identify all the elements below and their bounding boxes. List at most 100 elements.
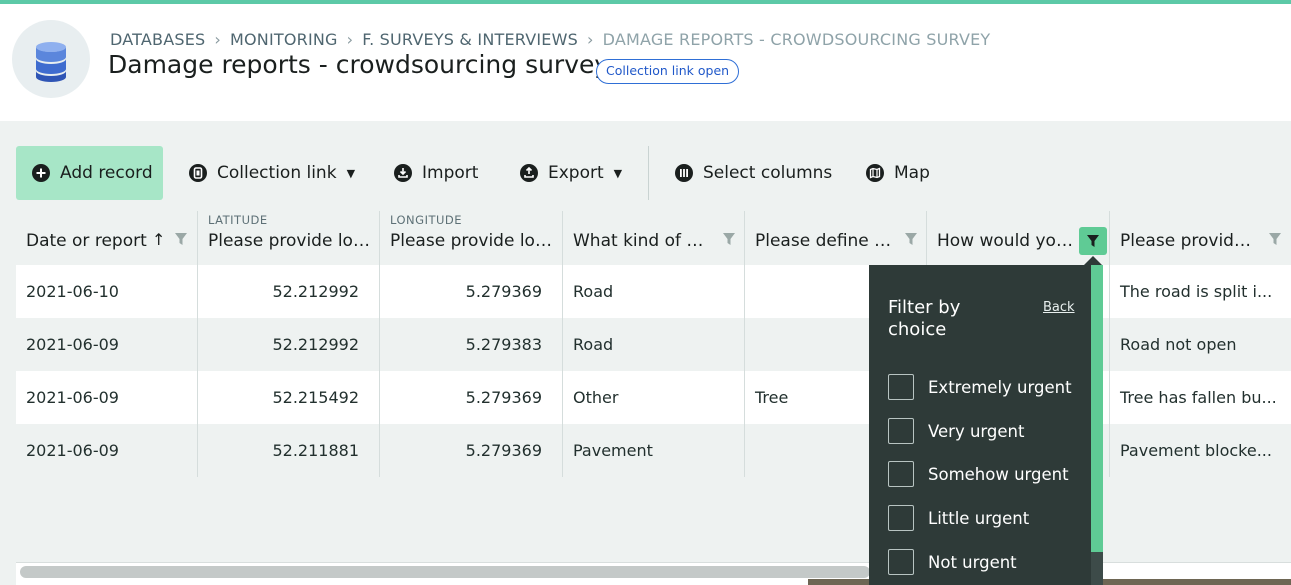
cell-description[interactable]: Road not open <box>1120 335 1237 354</box>
cell-kind[interactable]: Road <box>563 265 745 318</box>
database-logo <box>12 20 90 98</box>
cell-longitude[interactable]: 5.279369 <box>380 371 563 424</box>
sort-up-icon[interactable]: ↑ <box>152 230 166 249</box>
select-columns-label: Select columns <box>703 163 833 183</box>
cell-latitude[interactable]: 52.212992 <box>198 265 380 318</box>
popover-scrollbar-thumb[interactable] <box>1091 265 1103 552</box>
plus-circle-icon <box>32 164 50 182</box>
choice-checkbox[interactable] <box>888 418 914 444</box>
add-record-button[interactable]: Add record <box>16 146 163 200</box>
map-icon <box>866 164 884 182</box>
filter-icon <box>1087 235 1099 247</box>
choice-checkbox[interactable] <box>888 505 914 531</box>
cell-latitude[interactable]: 52.212992 <box>198 318 380 371</box>
active-filter-button[interactable] <box>1079 227 1107 255</box>
breadcrumb-databases[interactable]: DATABASES <box>110 30 206 49</box>
export-button[interactable]: Export ▼ <box>520 146 622 200</box>
breadcrumb-separator: › <box>214 30 221 49</box>
column-label: What kind of e... <box>573 231 713 251</box>
filter-icon[interactable] <box>723 233 735 245</box>
filter-choice[interactable]: Little urgent <box>888 505 1029 531</box>
export-icon <box>520 164 538 182</box>
page-title: Damage reports - crowdsourcing survey <box>108 50 610 79</box>
column-label: Please provide loca... <box>208 231 376 251</box>
select-columns-button[interactable]: Select columns <box>675 146 832 200</box>
filter-icon[interactable] <box>175 233 187 245</box>
breadcrumb-separator: › <box>346 30 354 49</box>
cell-kind[interactable]: Other <box>563 371 745 424</box>
grid-header: Date or report ↑ LATITUDE Please provide… <box>16 211 1291 265</box>
cell-longitude[interactable]: 5.279369 <box>380 265 563 318</box>
cell-date[interactable]: 2021-06-09 <box>16 371 198 424</box>
column-header-latitude[interactable]: LATITUDE Please provide loca... <box>198 211 380 265</box>
choice-checkbox[interactable] <box>888 374 914 400</box>
toolbar-divider <box>648 146 649 200</box>
choice-label: Little urgent <box>928 508 1030 528</box>
import-button[interactable]: Import <box>394 146 478 200</box>
cell-date[interactable]: 2021-06-10 <box>16 265 198 318</box>
breadcrumb-monitoring[interactable]: MONITORING <box>229 30 338 49</box>
choice-label: Very urgent <box>928 421 1025 441</box>
cell-date[interactable]: 2021-06-09 <box>16 424 198 477</box>
filter-icon[interactable] <box>905 233 917 245</box>
popover-back-link[interactable]: Back <box>1043 300 1075 315</box>
column-label: Please provide ... <box>1120 231 1260 251</box>
columns-icon <box>675 164 693 182</box>
filter-icon[interactable] <box>1269 233 1281 245</box>
column-header-date[interactable]: Date or report ↑ <box>16 211 198 265</box>
add-record-label: Add record <box>60 163 153 183</box>
column-header-urgency[interactable]: How would you... <box>927 211 1110 265</box>
filter-popover <box>869 265 1091 585</box>
cell-urgency[interactable] <box>927 371 1110 424</box>
cell-urgency[interactable] <box>927 265 1110 318</box>
column-header-longitude[interactable]: LONGITUDE Please provide loca... <box>380 211 563 265</box>
choice-checkbox[interactable] <box>888 549 914 575</box>
map-button[interactable]: Map <box>866 146 930 200</box>
import-label: Import <box>422 163 479 183</box>
caret-down-icon: ▼ <box>346 166 356 180</box>
cell-kind[interactable]: Pavement <box>563 424 745 477</box>
database-icon <box>36 42 66 82</box>
export-label: Export <box>548 163 604 183</box>
top-accent-bar <box>0 0 1291 4</box>
cell-date[interactable]: 2021-06-09 <box>16 318 198 371</box>
breadcrumb-current: DAMAGE REPORTS - CROWDSOURCING SURVEY <box>602 30 991 49</box>
cell-description[interactable]: Tree has fallen bu... <box>1120 388 1277 407</box>
choice-checkbox[interactable] <box>888 461 914 487</box>
cell-longitude[interactable]: 5.279369 <box>380 424 563 477</box>
popover-title: Filter by choice <box>888 297 961 340</box>
cell-longitude[interactable]: 5.279383 <box>380 318 563 371</box>
filter-choice[interactable]: Extremely urgent <box>888 374 1072 400</box>
collection-link-button[interactable]: Collection link ▼ <box>189 146 355 200</box>
caret-down-icon: ▼ <box>613 166 623 180</box>
breadcrumb-separator: › <box>586 30 594 49</box>
column-label: Date or report <box>26 231 147 251</box>
column-label: Please provide loca... <box>390 231 558 251</box>
import-icon <box>394 164 412 182</box>
cell-description[interactable]: Pavement blocke... <box>1120 441 1272 460</box>
collection-link-icon <box>189 164 207 182</box>
column-label: Please define 'O... <box>755 231 895 251</box>
popover-arrow <box>1084 256 1102 265</box>
column-header-kind[interactable]: What kind of e... <box>563 211 745 265</box>
cell-urgency[interactable] <box>927 424 1110 477</box>
cell-latitude[interactable]: 52.215492 <box>198 371 380 424</box>
cell-kind[interactable]: Road <box>563 318 745 371</box>
filter-choice[interactable]: Somehow urgent <box>888 461 1069 487</box>
horizontal-scrollbar-thumb[interactable] <box>20 566 870 578</box>
filter-choice[interactable]: Not urgent <box>888 549 1017 575</box>
column-header-description[interactable]: Please provide ... <box>1110 211 1291 265</box>
column-sublabel: LONGITUDE <box>390 213 463 227</box>
cell-description[interactable]: The road is split i... <box>1120 282 1273 301</box>
status-badge[interactable]: Collection link open <box>596 59 740 84</box>
filter-choice[interactable]: Very urgent <box>888 418 1024 444</box>
column-label: How would you... <box>937 231 1077 251</box>
column-sublabel: LATITUDE <box>208 213 268 227</box>
cell-urgency[interactable] <box>927 318 1110 371</box>
collection-link-label: Collection link <box>217 163 337 183</box>
column-header-other[interactable]: Please define 'O... <box>745 211 927 265</box>
cell-latitude[interactable]: 52.211881 <box>198 424 380 477</box>
breadcrumb-surveys[interactable]: F. SURVEYS & INTERVIEWS <box>362 30 578 49</box>
map-label: Map <box>894 163 930 183</box>
choice-label: Not urgent <box>928 552 1017 572</box>
